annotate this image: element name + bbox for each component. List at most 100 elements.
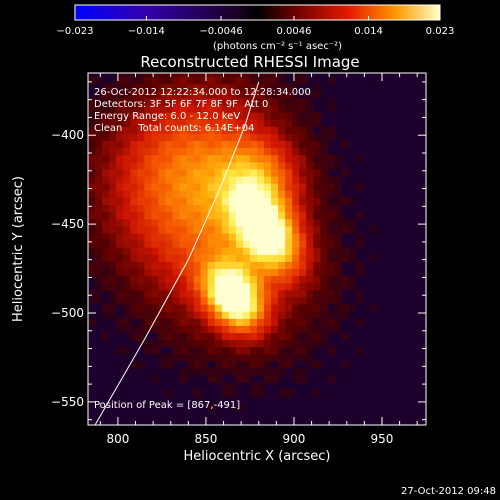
heatmap-cell [320, 133, 328, 142]
heatmap-cell [257, 225, 265, 234]
heatmap-cell [327, 154, 335, 163]
heatmap-cell [221, 218, 230, 227]
heatmap-cell [320, 254, 328, 262]
heatmap-cell [95, 112, 103, 120]
heatmap-cell [144, 282, 152, 291]
heatmap-cell [292, 218, 300, 227]
heatmap-cell [88, 140, 96, 149]
heatmap-cell [249, 247, 258, 255]
heatmap-cell [242, 83, 251, 92]
heatmap-cell [264, 119, 272, 127]
heatmap-cell [306, 105, 314, 113]
heatmap-cell [306, 268, 314, 277]
heatmap-cell [285, 197, 293, 206]
heatmap-cell [235, 176, 244, 184]
heatmap-cell [327, 282, 335, 291]
heatmap-cell [235, 332, 244, 341]
heatmap-cell [207, 233, 216, 241]
heatmap-cell [306, 147, 314, 156]
heatmap-cell [207, 133, 216, 142]
heatmap-cell [320, 176, 328, 184]
heatmap-cell [292, 240, 300, 248]
heatmap-cell [116, 325, 124, 334]
heatmap-cell [271, 332, 279, 341]
heatmap-cell [278, 282, 286, 291]
heatmap-cell [130, 332, 138, 341]
heatmap-cell [235, 403, 244, 412]
heatmap-cell [292, 325, 300, 334]
heatmap-cell [172, 147, 181, 156]
heatmap-cell [235, 318, 244, 326]
heatmap-cell [306, 211, 314, 220]
heatmap-cell [306, 119, 314, 127]
heatmap-cell [109, 233, 117, 241]
heatmap-cell [292, 225, 300, 234]
heatmap-cell [200, 211, 209, 220]
heatmap-cell [221, 161, 230, 170]
heatmap-cell [193, 261, 202, 270]
heatmap-cell [249, 339, 258, 348]
heatmap-cell [95, 119, 103, 127]
heatmap-cell [249, 169, 258, 177]
heatmap-cell [306, 346, 314, 355]
heatmap-cell [102, 204, 110, 213]
heatmap-cell [88, 240, 96, 248]
heatmap-cell [271, 161, 279, 170]
heatmap-cell [186, 183, 195, 191]
heatmap-cell [242, 325, 251, 334]
x-axis-ticks: 800 850 900 950 [99, 73, 418, 446]
heatmap-cell [320, 311, 328, 319]
heatmap-cell [95, 169, 103, 177]
heatmap-cell [151, 304, 159, 312]
heatmap-cell [264, 368, 272, 376]
heatmap-cell [172, 190, 181, 198]
heatmap-cell [214, 261, 223, 270]
heatmap-cell [130, 289, 138, 298]
heatmap-cell [116, 161, 124, 170]
heatmap-cell [193, 353, 202, 362]
heatmap-cell [242, 183, 251, 191]
heatmap-cell [193, 211, 202, 220]
heatmap-cell [165, 133, 173, 142]
heatmap-cell [257, 311, 265, 319]
heatmap-cell [228, 218, 237, 227]
heatmap-cell [285, 90, 293, 99]
heatmap-cell [172, 97, 181, 106]
heatmap-cell [179, 112, 188, 120]
heatmap-cell [200, 233, 209, 241]
heatmap-cell [207, 297, 216, 305]
heatmap-cell [144, 304, 152, 312]
heatmap-cell [151, 83, 159, 92]
heatmap-cell [172, 83, 181, 92]
heatmap-cell [116, 225, 124, 234]
heatmap-cell [313, 289, 321, 298]
y-axis-ticks: −550 −500 −450 −400 [51, 81, 426, 421]
heatmap-cell [214, 282, 223, 291]
heatmap-cell [186, 361, 195, 369]
heatmap-cell [88, 112, 96, 120]
heatmap-cell [123, 133, 131, 142]
heatmap-cell [299, 76, 307, 85]
heatmap-cell [285, 325, 293, 334]
plot-frame [87, 72, 427, 426]
heatmap-cell [207, 147, 216, 156]
heatmap-cell [249, 90, 258, 99]
heatmap-cell [257, 318, 265, 326]
heatmap-cell [165, 105, 173, 113]
heatmap-cell [292, 154, 300, 163]
heatmap-cell [88, 76, 96, 85]
heatmap-cell [285, 275, 293, 284]
heatmap-cell [144, 289, 152, 298]
heatmap-cell [207, 346, 216, 355]
annotation-line: Detectors: 3F 5F 6F 7F 8F 9F Att 0 [94, 99, 268, 110]
heatmap-cell [292, 97, 300, 106]
heatmap-cell [242, 361, 251, 369]
heatmap-cell [257, 112, 265, 120]
heatmap-cell [292, 133, 300, 142]
heatmap-cell [123, 176, 131, 184]
heatmap-cell [151, 225, 159, 234]
heatmap-cell [221, 169, 230, 177]
heatmap-cell [123, 105, 131, 113]
heatmap-cell [137, 140, 145, 149]
heatmap-cell [172, 254, 181, 262]
